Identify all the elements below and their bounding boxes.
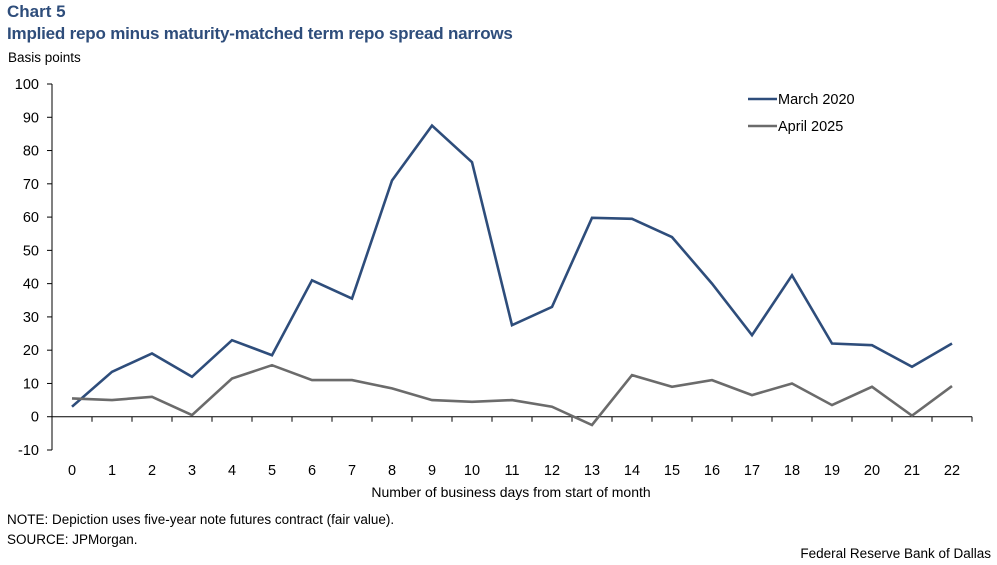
x-tick-label: 6 bbox=[308, 463, 316, 479]
legend-label-march-2020: March 2020 bbox=[778, 92, 855, 108]
x-tick-label: 19 bbox=[824, 463, 840, 479]
chart-number: Chart 5 bbox=[7, 2, 66, 21]
y-tick-label: 90 bbox=[23, 110, 39, 126]
x-tick-label: 21 bbox=[904, 463, 920, 479]
x-tick-label: 14 bbox=[624, 463, 640, 479]
y-tick-label: 70 bbox=[23, 177, 39, 193]
y-tick-label: 60 bbox=[23, 210, 39, 226]
y-axis-label: Basis points bbox=[8, 50, 81, 65]
x-tick-label: 12 bbox=[544, 463, 560, 479]
y-tick-label: 10 bbox=[23, 376, 39, 392]
x-tick-label: 1 bbox=[108, 463, 116, 479]
y-tick-label: 100 bbox=[15, 77, 39, 93]
y-tick-label: 50 bbox=[23, 243, 39, 259]
x-tick-label: 10 bbox=[464, 463, 480, 479]
series-line-march-2020 bbox=[71, 123, 953, 408]
axes bbox=[47, 83, 973, 451]
series-lines bbox=[71, 123, 953, 427]
x-tick-label: 20 bbox=[864, 463, 880, 479]
x-tick-label: 15 bbox=[664, 463, 680, 479]
y-tick-label: 80 bbox=[23, 144, 39, 160]
legend: March 2020 April 2025 bbox=[748, 92, 855, 135]
x-tick-label: 2 bbox=[148, 463, 156, 479]
chart-title: Implied repo minus maturity-matched term… bbox=[7, 24, 513, 43]
series-line-april-2025 bbox=[71, 363, 953, 427]
x-tick-label: 22 bbox=[944, 463, 960, 479]
x-tick-label: 16 bbox=[704, 463, 720, 479]
x-tick-label: 3 bbox=[188, 463, 196, 479]
x-tick-label: 13 bbox=[584, 463, 600, 479]
y-tick-label: 20 bbox=[23, 343, 39, 359]
y-tick-label: -10 bbox=[18, 443, 39, 459]
y-tick-label: 0 bbox=[31, 410, 39, 426]
x-tick-label: 17 bbox=[744, 463, 760, 479]
note-text: NOTE: Depiction uses five-year note futu… bbox=[7, 512, 395, 527]
credit-text: Federal Reserve Bank of Dallas bbox=[800, 546, 991, 561]
x-tick-label: 4 bbox=[228, 463, 236, 479]
x-tick-label: 9 bbox=[428, 463, 436, 479]
x-tick-label: 7 bbox=[348, 463, 356, 479]
x-axis-label: Number of business days from start of mo… bbox=[371, 484, 650, 500]
x-tick-label: 18 bbox=[784, 463, 800, 479]
x-tick-label: 11 bbox=[504, 463, 519, 479]
x-tick-label: 8 bbox=[388, 463, 396, 479]
y-tick-label: 40 bbox=[23, 277, 39, 293]
x-tick-label: 0 bbox=[68, 463, 76, 479]
y-tick-label: 30 bbox=[23, 310, 39, 326]
x-tick-label: 5 bbox=[268, 463, 276, 479]
source-text: SOURCE: JPMorgan. bbox=[7, 532, 138, 547]
legend-label-april-2025: April 2025 bbox=[778, 119, 843, 135]
